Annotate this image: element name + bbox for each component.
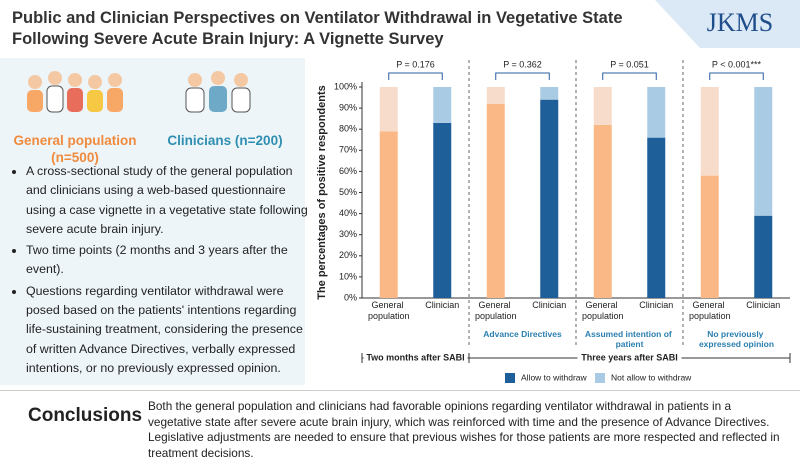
bar-segment [754,215,773,298]
x-tick-label: General population [689,300,731,321]
y-tick-label: 50% [339,187,357,197]
bullet: Questions regarding ventilator withdrawa… [26,282,316,378]
bar-segment [486,87,505,104]
x-tick-label: Clinician [532,300,566,310]
p-value: P = 0.362 [503,59,542,69]
chart: JKMS 0% 10% 20% 30% 40% 50% 60% 70% 80% 90% 100% Th… [27,0,800,383]
bar-segment [433,122,452,299]
bar-segment [379,131,398,298]
people-icons [27,71,251,113]
bar-segment [754,87,773,216]
x-tick-label: Clinician [639,300,673,310]
p-bracket [388,72,443,80]
legend-swatch [505,373,515,383]
group-label: No previously expressed opinion [699,329,774,349]
x-tick-label: Clinician [746,300,780,310]
group-label: Advance Directives [483,329,562,339]
x-tick-label: General population [368,300,410,321]
y-axis-label: The percentages of positive respondents [316,85,328,300]
bar-segment [700,87,719,176]
conclusions-text: Both the general population and clinicia… [148,399,780,460]
logo: JKMS [707,8,773,37]
bar-segment [593,87,612,125]
y-tick-label: 20% [339,250,357,260]
bar-segment [700,175,719,298]
bar-segment [486,103,505,298]
group-label: General population (n=500) [13,133,137,165]
y-tick-label: 10% [339,271,357,281]
x-tick-label: General population [475,300,517,321]
conclusions-heading: Conclusions [28,405,143,426]
bar-segment [433,87,452,123]
legend-label: Allow to withdraw [521,372,588,382]
p-value: P < 0.001*** [712,59,762,69]
timeline-label-bg [363,351,468,365]
p-bracket [709,72,764,80]
y-tick-label: 60% [339,166,357,176]
p-bracket [495,72,550,80]
timeline-label: Three years after SABI [581,352,678,362]
bar-segment [379,87,398,132]
p-value: P = 0.051 [610,59,649,69]
bullet: Two time points (2 months and 3 years af… [26,241,316,280]
bullet-list: A cross-sectional study of the general p… [8,162,316,380]
bar-segment [593,124,612,298]
y-tick-label: 0% [344,292,357,302]
p-bracket [602,72,657,80]
legend-swatch [595,373,605,383]
y-tick-label: 90% [339,102,357,112]
logo-bg [655,0,800,48]
bullet: A cross-sectional study of the general p… [26,162,316,239]
y-tick-label: 70% [339,145,357,155]
page: General population (n=500) Clinicians (n… [0,0,800,450]
bar-segment [647,87,666,138]
p-value: P = 0.176 [396,59,435,69]
group-label: Clinicians (n=200) [167,133,283,148]
bar-segment [540,99,559,298]
legend-label: Not allow to withdraw [611,372,692,382]
y-tick-label: 100% [334,81,357,91]
timeline-label-bg [577,351,682,365]
x-tick-label: General population [582,300,624,321]
x-tick-label: Clinician [425,300,459,310]
bar-segment [540,87,559,100]
y-tick-label: 40% [339,208,357,218]
group-label: Assumed intention of patient [585,329,674,349]
summary-panel: General population (n=500) Clinicians (n… [0,58,308,385]
timeline-label: Two months after SABI [366,352,464,362]
y-tick-label: 80% [339,124,357,134]
conclusions: Conclusions Both the general population … [0,390,800,460]
y-tick-label: 30% [339,229,357,239]
bar-segment [647,137,666,298]
title: Public and Clinician Perspectives on Ven… [12,9,623,48]
